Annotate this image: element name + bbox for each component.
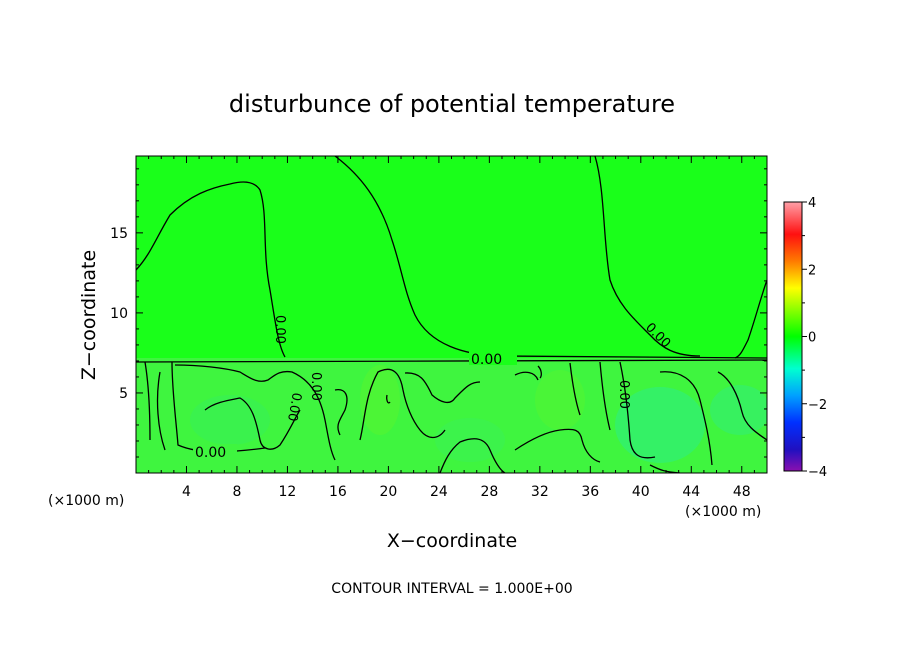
contour-line <box>334 389 348 436</box>
contour-line <box>136 359 767 363</box>
chart-title: disturbunce of potential temperature <box>229 90 675 118</box>
contour-line <box>334 156 767 359</box>
contour-label: 0.00 <box>471 352 502 368</box>
contour-line <box>594 156 701 357</box>
y-axis: 5 10 15 <box>110 168 767 458</box>
contour-label: 0.00 <box>272 315 287 344</box>
contour-line <box>174 364 336 461</box>
x-tick-label: 28 <box>480 484 498 500</box>
field-patch <box>190 395 270 445</box>
contour-line <box>569 361 656 459</box>
field-patch <box>360 365 400 435</box>
x-unit-right: (×1000 m) <box>685 504 761 520</box>
contour-label: 0.00 <box>616 380 631 409</box>
contour-line <box>514 365 542 381</box>
colorbar-tick-label: 4 <box>808 196 816 211</box>
field-patch <box>615 387 705 463</box>
y-axis-label: Z−coordinate <box>78 250 100 380</box>
contour-line <box>659 371 767 466</box>
x-tick-label: 20 <box>379 484 397 500</box>
contour-label: 0.00 <box>284 391 304 422</box>
contour-label: 0.00 <box>195 445 226 461</box>
x-tick-label: 24 <box>430 484 448 500</box>
contour-line <box>439 438 506 473</box>
x-tick-label: 12 <box>279 484 297 500</box>
colorbar-tick-label: 2 <box>808 263 816 278</box>
contour-line <box>359 368 446 441</box>
colorbar-tick-label: 0 <box>808 331 816 346</box>
heatmap-field: 0.00 0.00 0.00 0.00 0.00 0.00 0.00 <box>136 156 767 473</box>
contour-line <box>386 394 391 404</box>
colorbar-tick-label: −4 <box>808 465 827 480</box>
x-tick-label: 40 <box>632 484 650 500</box>
x-unit-left: (×1000 m) <box>48 493 124 509</box>
y-tick-label: 5 <box>119 386 128 402</box>
x-tick-label: 4 <box>182 484 191 500</box>
x-tick-label: 16 <box>329 484 347 500</box>
contour-line <box>136 181 286 358</box>
x-tick-label: 36 <box>581 484 599 500</box>
field-patch <box>435 418 505 462</box>
contour-line <box>734 279 767 359</box>
contour-line <box>144 361 266 453</box>
x-tick-label: 48 <box>733 484 751 500</box>
contour-interval-note: CONTOUR INTERVAL = 1.000E+00 <box>331 581 572 597</box>
field-patch <box>535 370 585 430</box>
y-tick-label: 10 <box>110 306 128 322</box>
y-tick-label: 15 <box>110 226 128 242</box>
x-tick-label: 32 <box>531 484 549 500</box>
field-patch <box>710 385 767 435</box>
x-tick-label: 8 <box>232 484 241 500</box>
contour-label: 0.00 <box>308 372 323 401</box>
contour-lines <box>136 156 767 473</box>
colorbar-ticks: 4 2 0 −2 −4 <box>802 196 827 480</box>
x-axis-label: X−coordinate <box>387 530 517 552</box>
contour-line <box>514 428 601 463</box>
contour-line <box>404 372 481 404</box>
colorbar-tick-label: −2 <box>808 398 827 413</box>
contour-line <box>204 397 301 450</box>
field-upper <box>136 156 767 358</box>
colorbar <box>783 201 803 472</box>
x-axis: 4 8 12 16 20 24 28 32 36 40 44 48 <box>148 156 755 500</box>
x-tick-label: 44 <box>682 484 700 500</box>
